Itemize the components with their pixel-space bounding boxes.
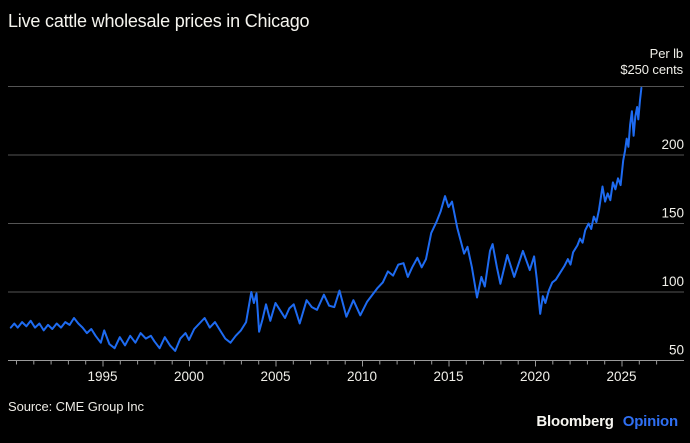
y-tick-label-50: 50 xyxy=(669,343,684,358)
y-tick-label-100: 100 xyxy=(661,274,684,289)
x-tick-label-2010: 2010 xyxy=(347,369,377,384)
y-axis-unit-label: Per lb $250 cents xyxy=(620,46,683,78)
x-tick-label-1995: 1995 xyxy=(87,369,117,384)
unit-per-lb-label: Per lb xyxy=(649,46,683,61)
x-tick-label-2005: 2005 xyxy=(260,369,290,384)
x-tick-label-2025: 2025 xyxy=(606,369,636,384)
x-tick-label-2000: 2000 xyxy=(174,369,204,384)
x-tick-label-2015: 2015 xyxy=(433,369,463,384)
x-tick-label-2020: 2020 xyxy=(520,369,550,384)
price-line-series xyxy=(9,86,643,352)
y-tick-label-150: 150 xyxy=(661,206,684,221)
brand-bloomberg: Bloomberg xyxy=(536,413,614,430)
unit-top-tick-label: $250 cents xyxy=(620,62,683,77)
chart-title: Live cattle wholesale prices in Chicago xyxy=(8,11,310,31)
brand-opinion: Opinion xyxy=(622,413,678,430)
brand-footer: Bloomberg Opinion xyxy=(536,413,678,430)
source-credit: Source: CME Group Inc xyxy=(8,399,144,414)
y-tick-label-200: 200 xyxy=(661,137,684,152)
